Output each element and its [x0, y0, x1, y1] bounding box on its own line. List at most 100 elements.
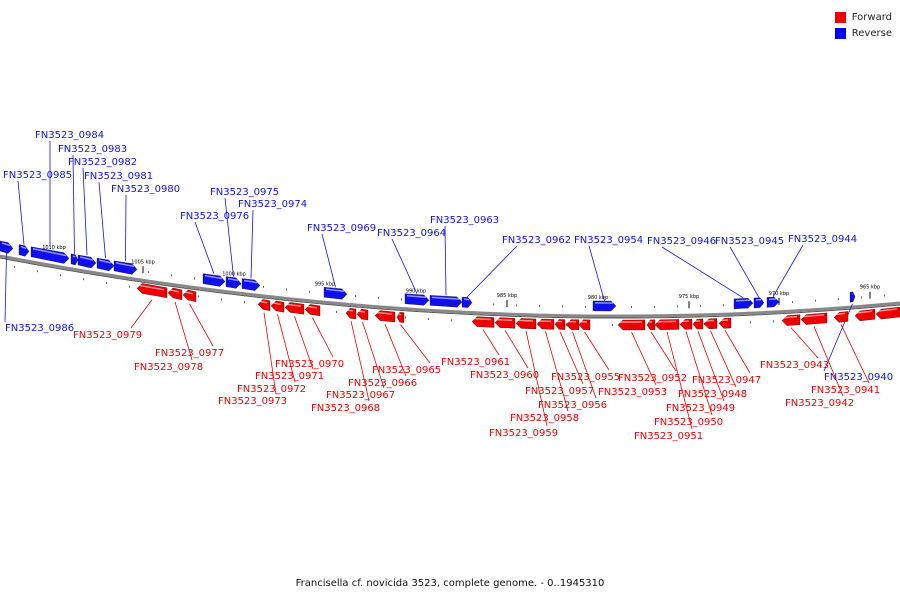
reverse-gene-leader [466, 245, 518, 298]
forward-gene-leader [710, 330, 737, 388]
minor-tick [309, 290, 310, 293]
forward-gene-label: FN3523_0979 [73, 330, 142, 341]
minor-tick [723, 304, 724, 307]
forward-gene-leader [813, 326, 844, 397]
minor-tick [14, 265, 15, 268]
reverse-gene-label: FN3523_0962 [502, 235, 571, 246]
reverse-gene-leader [661, 246, 744, 299]
reverse-gene-label: FN3523_0976 [180, 211, 249, 222]
reverse-gene-leader [82, 167, 88, 256]
reverse-gene-label: FN3523_0944 [788, 234, 857, 245]
reverse-gene-arrow-shine [431, 296, 460, 300]
forward-gene-label: FN3523_0960 [470, 370, 539, 381]
reverse-gene-label: FN3523_0963 [430, 215, 499, 226]
minor-tick [83, 278, 84, 281]
forward-gene-leader [572, 331, 597, 399]
reverse-gene-label: FN3523_0940 [824, 372, 893, 383]
forward-gene-label: FN3523_0941 [811, 385, 880, 396]
reverse-gene-arrow-shine [735, 299, 751, 302]
reverse-gene-label: FN3523_0964 [377, 228, 446, 239]
reverse-gene-arrow-shine [325, 288, 345, 293]
reverse-gene-arrow [0, 240, 14, 254]
reverse-gene-leader [444, 225, 447, 296]
forward-gene-label: FN3523_0956 [538, 400, 607, 411]
tick-label: 1010 kbp [42, 245, 66, 251]
reverse-gene-arrow-shine [243, 279, 258, 284]
reverse-gene-leader [125, 194, 127, 261]
minor-tick [815, 299, 816, 302]
forward-gene-label: FN3523_0942 [785, 398, 854, 409]
reverse-gene-leader [17, 180, 25, 245]
forward-gene-leader [400, 324, 431, 364]
forward-swatch [834, 11, 846, 23]
minor-tick [428, 317, 429, 320]
reverse-gene-arrow [849, 291, 856, 303]
reverse-gene-leader [321, 233, 336, 288]
reverse-gene-label: FN3523_0984 [35, 130, 104, 141]
minor-tick [700, 304, 701, 307]
forward-gene-arrow-shine [259, 300, 268, 304]
forward-gene-arrow [356, 308, 369, 321]
reverse-gene-arrow [70, 253, 79, 266]
reverse-gene-arrow-shine [32, 248, 67, 257]
forward-gene-leader [525, 330, 548, 427]
minor-tick [244, 301, 245, 304]
reverse-gene-leader [729, 246, 760, 298]
minor-tick [773, 320, 774, 323]
forward-gene-leader [545, 331, 569, 412]
forward-gene-arrow [646, 319, 656, 331]
minor-tick [585, 305, 586, 308]
forward-gene-arrow-shine [358, 310, 366, 313]
forward-gene-leader [697, 330, 725, 402]
forward-gene-label: FN3523_0965 [372, 365, 441, 376]
forward-gene-leader [790, 327, 819, 359]
minor-tick [129, 285, 130, 288]
forward-gene-label: FN3523_0959 [489, 428, 558, 439]
legend: Forward Reverse [834, 9, 892, 41]
tick-label: 980 kbp [588, 295, 608, 301]
forward-gene-leader [559, 331, 584, 385]
reverse-gene-arrow-shine [115, 262, 135, 268]
tick-label: 1000 kbp [222, 272, 246, 278]
minor-tick [198, 295, 199, 298]
reverse-gene-arrow-shine [20, 245, 27, 250]
tick-label: 1005 kbp [131, 259, 155, 265]
minor-tick [355, 294, 356, 297]
forward-gene-arrow-shine [286, 303, 302, 308]
forward-gene-arrow [182, 289, 197, 302]
reverse-gene-label: FN3523_0954 [574, 235, 643, 246]
forward-gene-label: FN3523_0948 [678, 389, 747, 400]
reverse-gene-leader [224, 197, 234, 277]
reverse-gene-label: FN3523_0985 [3, 170, 72, 181]
forward-gene-arrow-shine [184, 291, 194, 295]
tick-label: 970 kbp [769, 291, 789, 297]
forward-gene-arrow-shine [783, 315, 798, 319]
legend-reverse-label: Reverse [851, 27, 892, 39]
forward-gene-leader [174, 301, 193, 361]
reverse-gene-arrow-shine [1, 242, 11, 247]
forward-gene-leader [384, 323, 407, 377]
forward-gene-label: FN3523_0958 [510, 413, 579, 424]
reverse-gene-arrow-shine [204, 274, 223, 280]
minor-tick [405, 316, 406, 319]
reverse-gene-label: FN3523_0983 [58, 144, 127, 155]
reverse-gene-leader [4, 252, 7, 323]
forward-gene-arrow-shine [272, 302, 282, 305]
minor-tick [516, 304, 517, 307]
forward-gene-leader [584, 331, 610, 371]
forward-gene-arrow-shine [138, 284, 165, 291]
reverse-gene-leader [98, 181, 106, 259]
forward-gene-arrow [781, 314, 801, 326]
legend-forward: Forward [834, 9, 892, 25]
minor-tick [838, 298, 839, 301]
minor-tick [493, 303, 494, 306]
forward-gene-leader [312, 317, 334, 358]
forward-gene-leader [350, 320, 370, 402]
minor-tick [336, 310, 337, 313]
minor-tick [654, 305, 655, 308]
forward-gene-arrow [270, 300, 285, 313]
forward-gene-arrow [345, 308, 357, 320]
forward-gene-arrow-shine [802, 314, 825, 318]
reverse-gene-leader [772, 244, 804, 298]
